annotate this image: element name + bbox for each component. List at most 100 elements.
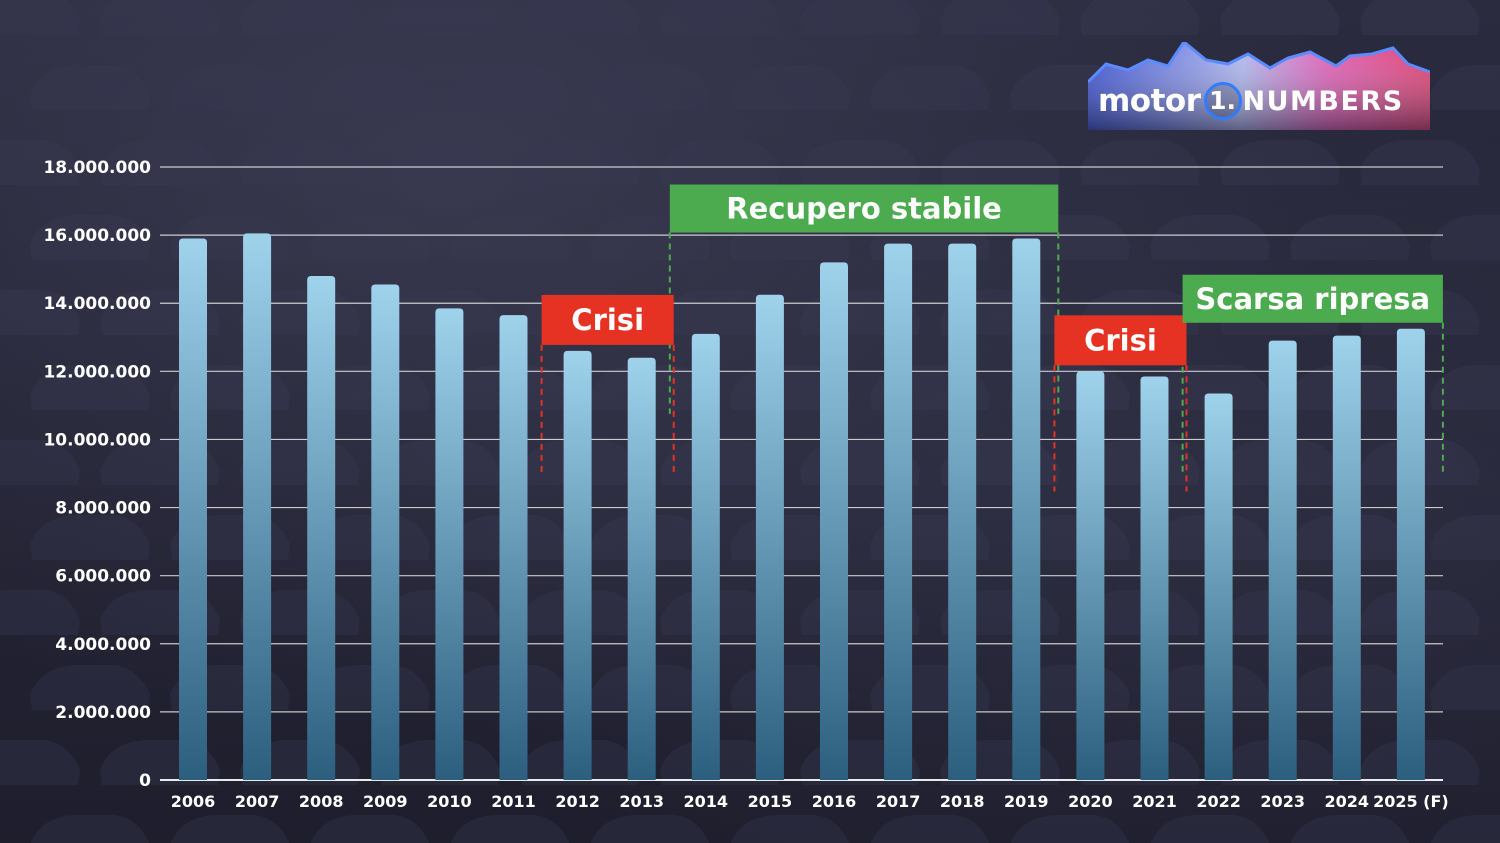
x-tick-label: 2019 xyxy=(1004,792,1049,811)
background-car-shape xyxy=(100,140,220,185)
background-car-shape xyxy=(730,815,850,843)
bar-2010 xyxy=(435,308,464,780)
annotation-label-recovery: Scarsa ripresa xyxy=(1195,282,1430,316)
logo-wordmark: motor 1. NUMBERS xyxy=(1098,82,1404,120)
background-car-shape xyxy=(1080,0,1200,35)
x-tick-label: 2017 xyxy=(876,792,921,811)
x-tick-label: 2009 xyxy=(363,792,408,811)
bar-2008 xyxy=(307,275,336,780)
background-car-shape xyxy=(1430,665,1500,710)
background-car-shape xyxy=(310,65,430,110)
background-car-shape xyxy=(310,515,430,560)
x-axis-tick-labels: 2006 2007 2008 2009 2010 2011 2012 2013 2014 2015… xyxy=(171,792,1449,811)
background-car-shape xyxy=(450,815,570,843)
background-car-shape xyxy=(170,815,290,843)
bar-2014 xyxy=(691,333,720,780)
annotation-labels: Crisi Recupero stabile Crisi Scarsa ripresa xyxy=(541,184,1443,366)
bar-2011 xyxy=(499,315,528,780)
background-car-shape xyxy=(100,0,220,35)
bar-2017 xyxy=(884,243,913,780)
annotation-label-crisis: Crisi xyxy=(571,303,644,337)
bar-2021 xyxy=(1140,376,1169,780)
gridlines xyxy=(160,166,1443,781)
x-tick-label: 2008 xyxy=(299,792,344,811)
x-tick-label: 2011 xyxy=(491,792,536,811)
x-tick-label: 2006 xyxy=(171,792,216,811)
background-car-shape xyxy=(870,65,990,110)
y-tick-label: 18.000.000 xyxy=(43,158,151,178)
background-car-shape xyxy=(800,0,920,35)
background-car-shape xyxy=(730,65,850,110)
background-car-shape xyxy=(660,440,780,485)
background-car-shape xyxy=(870,815,990,843)
background-car-shape xyxy=(450,65,570,110)
background-car-shape xyxy=(590,815,710,843)
background-car-shape xyxy=(940,0,1060,35)
background-car-shape xyxy=(30,65,150,110)
background-car-shape xyxy=(1080,440,1200,485)
y-tick-label: 6.000.000 xyxy=(55,567,151,587)
y-tick-label: 4.000.000 xyxy=(55,635,151,655)
background-car-shape xyxy=(380,0,500,35)
background-car-shape xyxy=(1080,740,1200,785)
y-tick-label: 12.000.000 xyxy=(43,362,151,382)
annotation-label-recovery: Recupero stabile xyxy=(726,192,1002,226)
background-car-shape xyxy=(1430,65,1500,110)
background-car-shape xyxy=(1080,140,1200,185)
background-car-shape xyxy=(240,0,360,35)
bar-2016 xyxy=(820,262,848,780)
bar-2020 xyxy=(1076,371,1105,780)
annotation-box-crisis xyxy=(1054,315,1187,366)
x-tick-label: 2014 xyxy=(684,792,729,811)
x-tick-label: 2007 xyxy=(235,792,280,811)
x-tick-label: 2012 xyxy=(555,792,600,811)
background-car-shape xyxy=(1360,0,1480,35)
x-tick-label: 2020 xyxy=(1068,792,1113,811)
bar-2024 xyxy=(1332,335,1361,780)
bar-2013 xyxy=(627,357,656,780)
background-car-shape xyxy=(1010,815,1130,843)
bar-2018 xyxy=(948,243,977,780)
bar-2006 xyxy=(179,238,207,780)
background-car-shape xyxy=(1290,215,1410,260)
background-car-shape xyxy=(1080,590,1200,635)
bar-2015 xyxy=(755,294,784,780)
y-axis-tick-labels: 0 2.000.000 4.000.000 6.000.000 8.000.000 10.… xyxy=(43,158,151,791)
x-tick-label: 2023 xyxy=(1260,792,1305,811)
annotation-label-crisis: Crisi xyxy=(1084,323,1157,357)
background-car-shape xyxy=(380,140,500,185)
background-car-shape xyxy=(30,215,150,260)
background-car-shape xyxy=(310,665,430,710)
bar-2012 xyxy=(563,350,592,780)
bar-2022 xyxy=(1204,393,1233,780)
background-car-shape xyxy=(310,815,430,843)
background-car-shape xyxy=(0,440,80,485)
background-car-shape xyxy=(1220,140,1340,185)
bar-2007 xyxy=(243,233,272,781)
background-car-shape xyxy=(310,365,430,410)
background-car-shape xyxy=(0,740,80,785)
background-car-shape xyxy=(30,665,150,710)
logo-motor-text: motor xyxy=(1098,83,1201,119)
bar-2019 xyxy=(1012,238,1041,780)
x-tick-label: 2016 xyxy=(812,792,857,811)
background-car-shape xyxy=(0,0,80,35)
x-tick-label: 2015 xyxy=(748,792,793,811)
y-tick-label: 0 xyxy=(139,771,151,791)
background-car-shape xyxy=(800,140,920,185)
background-car-shape xyxy=(1220,0,1340,35)
background-car-shape xyxy=(1430,215,1500,260)
background-car-shape xyxy=(660,0,780,35)
logo-numbers-text: NUMBERS xyxy=(1242,85,1404,117)
annotation-box-recovery xyxy=(1182,274,1443,323)
background-car-shape xyxy=(1290,815,1410,843)
y-tick-label: 2.000.000 xyxy=(55,703,151,723)
background-car-shape xyxy=(1360,140,1480,185)
background-car-shape xyxy=(1430,365,1500,410)
x-tick-label: 2013 xyxy=(619,792,664,811)
y-tick-label: 16.000.000 xyxy=(43,226,151,246)
background-car-shape xyxy=(240,140,360,185)
background-car-shape xyxy=(310,215,430,260)
annotation-box-crisis xyxy=(541,294,674,345)
